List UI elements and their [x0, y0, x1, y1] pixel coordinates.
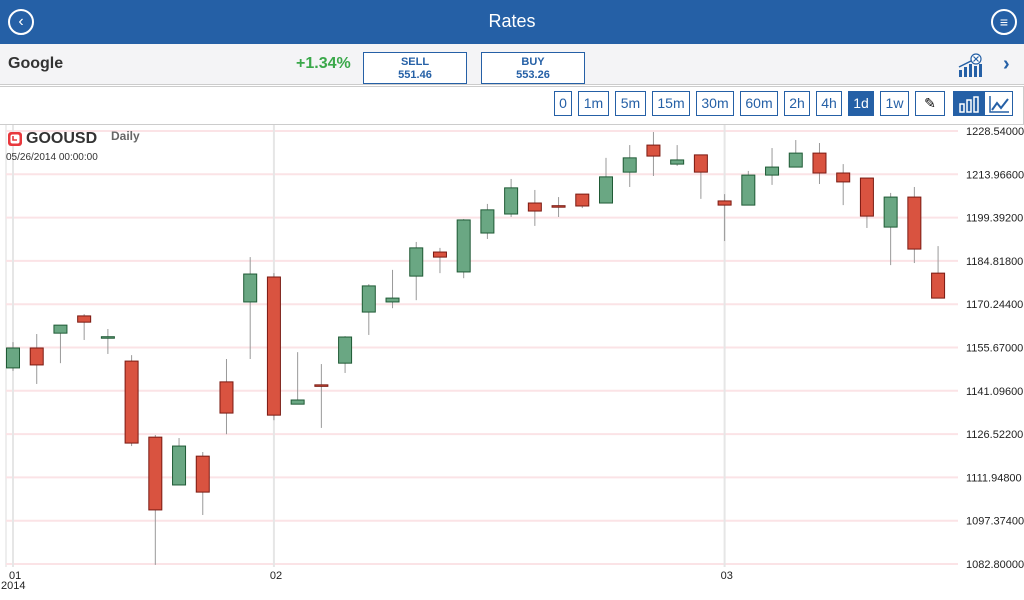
y-tick-label: 1126.52200 — [966, 429, 1023, 441]
x-tick-label: 03 — [721, 570, 733, 582]
candle-up — [290, 399, 305, 405]
candlestick-chart[interactable]: 1228.54000 1213.96600 1199.39200 1184.81800… — [0, 125, 1024, 600]
timeframe-5m[interactable]: 5m — [615, 91, 646, 116]
candle-up — [456, 219, 471, 273]
candle-up — [385, 297, 400, 303]
candle-down — [148, 436, 163, 511]
price-change: +1.34% — [296, 55, 351, 72]
candle-up — [788, 152, 803, 168]
sell-button[interactable]: SELL 551.46 — [363, 52, 467, 84]
y-tick-label: 1184.81800 — [966, 256, 1023, 268]
timeframe-4h[interactable]: 4h — [816, 91, 842, 116]
chart-datetime: 05/26/2014 00:00:00 — [6, 152, 98, 163]
y-tick-label: 1141.09600 — [966, 386, 1023, 398]
timeframe-2h[interactable]: 2h — [784, 91, 810, 116]
line-chart-icon — [988, 96, 1009, 113]
candle-down — [124, 360, 139, 444]
candle-up — [599, 176, 613, 204]
candle-down — [266, 276, 281, 416]
candle-up — [100, 336, 115, 339]
candle-down — [314, 384, 329, 387]
candle-up — [765, 166, 780, 176]
timeframe-1d[interactable]: 1d — [848, 91, 874, 116]
candle-down — [859, 177, 874, 217]
y-tick-label: 1155.67000 — [966, 343, 1023, 355]
timeframe-1w[interactable]: 1w — [880, 91, 909, 116]
candlestick-chart-button[interactable] — [953, 91, 984, 116]
candle-down — [717, 200, 732, 206]
indicators-icon[interactable] — [957, 52, 985, 78]
candle-down — [812, 152, 827, 174]
timeframe-1m[interactable]: 1m — [578, 91, 609, 116]
candle-up — [6, 347, 20, 369]
candle-down — [575, 193, 590, 207]
candle-up — [409, 247, 424, 277]
x-tick-year: 2014 — [1, 580, 25, 592]
timeframe-toolbar: ✎ 0 1m 5m 15m 30m 60m 2h 4h 1d 1w — [0, 86, 1024, 125]
x-tick-label: 02 — [270, 570, 282, 582]
sell-price: 551.46 — [398, 69, 432, 81]
candle-down — [527, 202, 542, 212]
candle-up — [361, 285, 376, 313]
x-tick-label: 01 — [9, 570, 21, 582]
timeframe-60m[interactable]: 60m — [740, 91, 778, 116]
instrument-bar: Google +1.34% SELL 551.46 BUY 553.26 › — [0, 44, 1024, 85]
y-tick-label: 1111.94800 — [966, 472, 1022, 484]
candle-down — [646, 144, 661, 157]
candle-down — [195, 455, 210, 493]
candle-up — [53, 324, 68, 334]
instrument-name: Google — [8, 55, 64, 72]
candle-up — [883, 196, 898, 228]
y-tick-label: 1228.54000 — [966, 126, 1024, 138]
timeframe-15m[interactable]: 15m — [652, 91, 690, 116]
timeframe-0[interactable]: 0 — [554, 91, 572, 116]
timeframe-30m[interactable]: 30m — [696, 91, 734, 116]
back-icon[interactable]: ‹ — [8, 9, 34, 35]
buy-button[interactable]: BUY 553.26 — [481, 52, 585, 84]
y-tick-label: 1097.37400 — [966, 516, 1024, 528]
y-tick-label: 1082.80000 — [966, 559, 1024, 571]
candle-up — [480, 209, 495, 234]
candle-up — [172, 445, 187, 486]
clock-icon — [8, 132, 22, 146]
candle-down — [77, 315, 92, 323]
chevron-right-icon[interactable]: › — [1003, 53, 1010, 75]
page-title: Rates — [488, 11, 536, 31]
draw-tool-button[interactable]: ✎ — [915, 91, 945, 116]
candle-down — [931, 272, 946, 299]
candle-down — [29, 347, 44, 366]
candle-up — [622, 157, 637, 173]
candle-up — [670, 159, 685, 165]
candle-up — [243, 273, 258, 303]
candle-down — [432, 251, 447, 258]
bar-chart-icon — [958, 96, 979, 113]
candle-down — [219, 381, 234, 414]
buy-label: BUY — [521, 56, 545, 68]
candle-down — [907, 196, 922, 250]
chart-period: Daily — [111, 129, 140, 143]
menu-icon[interactable]: ≡ — [991, 9, 1017, 35]
y-tick-label: 1199.39200 — [966, 213, 1023, 225]
buy-price: 553.26 — [516, 69, 550, 81]
candle-down — [836, 172, 851, 183]
candle-down — [693, 154, 708, 173]
candle-up — [741, 174, 756, 206]
app-header: ‹ Rates ≡ — [0, 0, 1024, 44]
pencil-icon: ✎ — [924, 95, 936, 111]
sell-label: SELL — [400, 56, 430, 68]
y-tick-label: 1170.24400 — [966, 299, 1023, 311]
candle-up — [338, 336, 353, 364]
candle-down — [551, 205, 566, 208]
y-tick-label: 1213.96600 — [966, 169, 1024, 181]
chart-symbol: GOOUSD — [26, 130, 98, 147]
line-chart-button[interactable] — [984, 91, 1013, 116]
candle-up — [504, 187, 519, 215]
